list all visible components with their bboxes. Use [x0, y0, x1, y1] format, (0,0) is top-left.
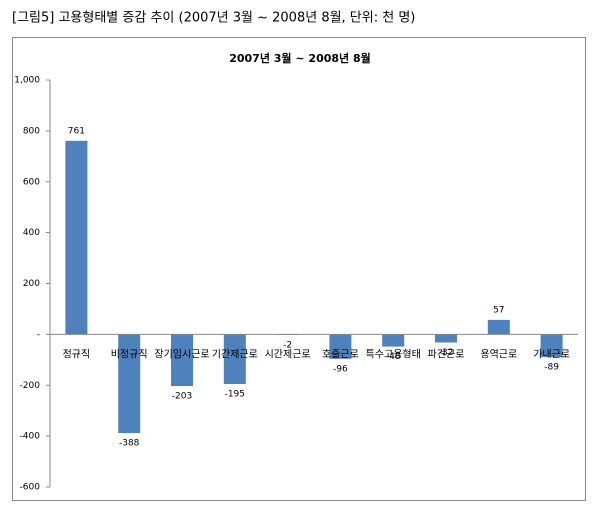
- bar: [435, 334, 457, 343]
- x-tick-label: 호출근로: [322, 348, 359, 360]
- value-label: -32: [439, 348, 454, 358]
- bar: [487, 319, 510, 335]
- bar: [223, 334, 246, 384]
- chart-title: 2007년 3월 ~ 2008년 8월: [229, 51, 371, 65]
- x-tick-label: 시간제근로: [265, 348, 311, 360]
- value-label: -195: [225, 389, 245, 399]
- x-tick-label: 정규직: [63, 348, 91, 360]
- bar: [540, 334, 563, 358]
- y-tick-label: 600: [23, 177, 40, 187]
- y-tick-label: -200: [20, 381, 41, 391]
- x-tick-label: 장기임시근로: [154, 347, 209, 360]
- x-tick-label: 파견근로: [428, 348, 465, 360]
- y-tick-label: 200: [23, 279, 40, 289]
- x-tick-label: 특수고용형태: [366, 348, 421, 360]
- bar: [65, 140, 88, 335]
- y-tick-label: -600: [20, 483, 41, 493]
- bar: [171, 334, 193, 387]
- value-label: 761: [68, 126, 85, 136]
- value-label: 57: [493, 305, 504, 315]
- value-label: -2: [283, 340, 292, 350]
- x-tick-label: 기간제근로: [212, 348, 258, 360]
- bar: [382, 334, 405, 347]
- bar: [329, 334, 352, 359]
- bar: [118, 334, 141, 434]
- value-label: -89: [544, 363, 559, 373]
- value-label: -96: [333, 364, 348, 374]
- caption: [그림5] 고용형태별 증감 추이 (2007년 3월 ~ 2008년 8월, …: [12, 11, 415, 26]
- y-tick-label: -: [37, 330, 40, 340]
- value-label: -48: [386, 352, 401, 362]
- chart-frame: [12, 37, 586, 501]
- x-tick-label: 용역근로: [480, 348, 517, 360]
- y-tick-label: 1,000: [14, 76, 40, 86]
- value-label: -388: [119, 439, 140, 449]
- x-tick-label: 가내근로: [533, 348, 570, 360]
- y-tick-label: 400: [23, 228, 40, 238]
- x-tick-label: 비정규직: [111, 348, 148, 360]
- y-tick-label: -400: [20, 432, 41, 442]
- y-tick-label: 800: [23, 126, 40, 136]
- value-label: -203: [172, 392, 192, 402]
